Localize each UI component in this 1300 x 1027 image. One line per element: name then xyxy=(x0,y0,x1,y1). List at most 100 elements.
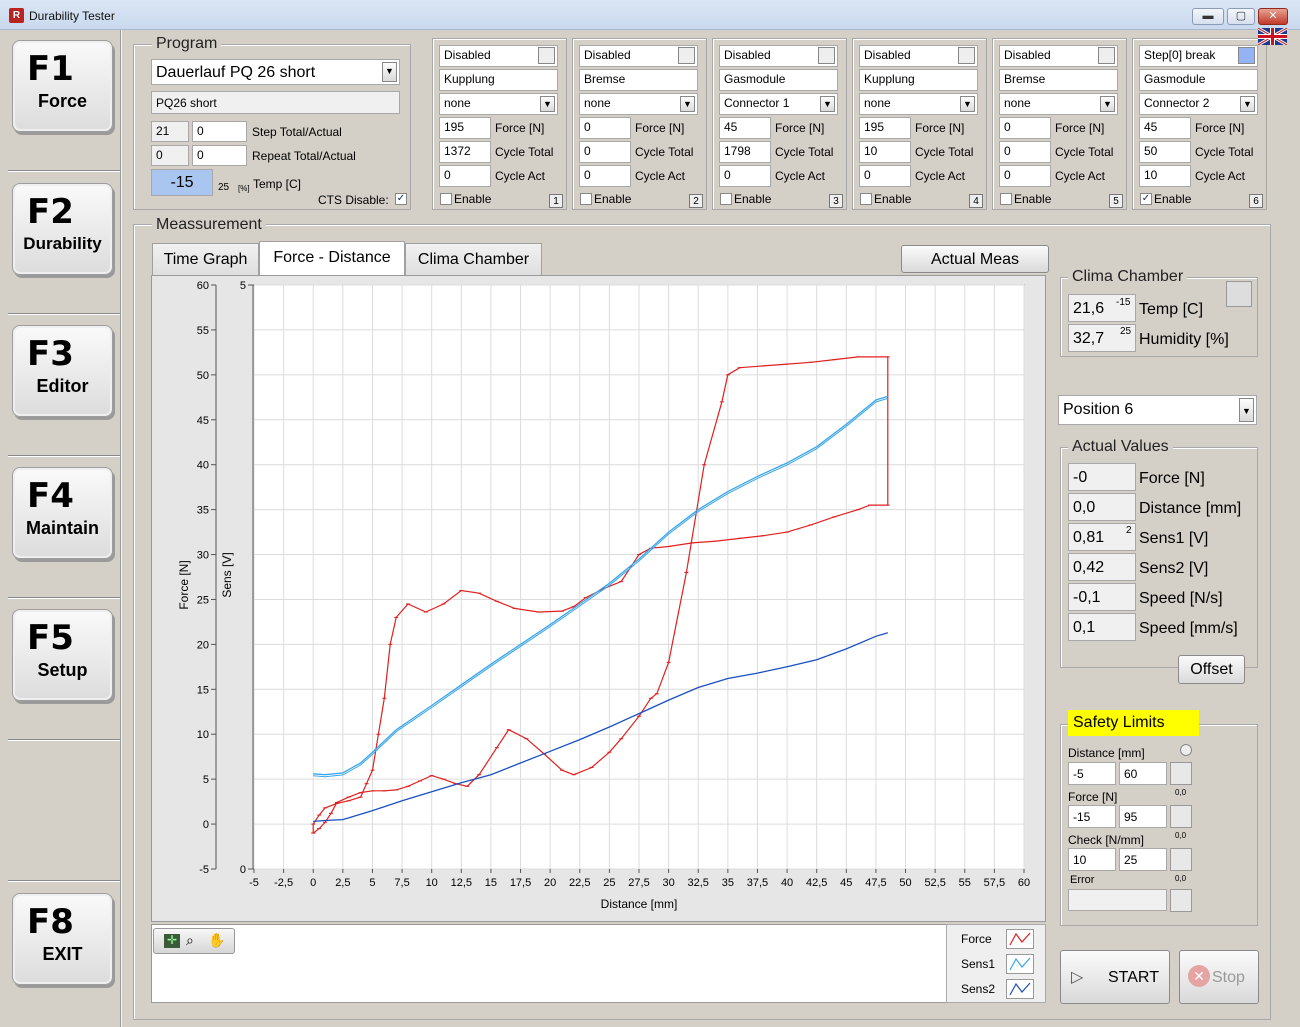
tab-force-distance[interactable]: Force - Distance xyxy=(259,241,405,276)
force-distance-chart[interactable]: -5 -2,5 0 2,5 5 7,5 10 12,5 15 17,5 20 22,5 25 27,5 30… xyxy=(151,275,1046,922)
station-cycle-act-field[interactable]: 0 xyxy=(719,165,771,187)
tab-clima-chamber[interactable]: Clima Chamber xyxy=(405,243,542,276)
actual-meas-button[interactable]: Actual Meas xyxy=(901,245,1049,273)
program-temp-field[interactable]: -15 xyxy=(151,169,213,196)
station-connector-select[interactable]: none ▼ xyxy=(579,93,698,115)
station-force-field[interactable]: 45 xyxy=(719,117,771,139)
safety-distance-min[interactable]: -5 xyxy=(1068,762,1116,785)
station-connector-select[interactable]: none ▼ xyxy=(859,93,978,115)
x-tick-label: 10 xyxy=(426,877,438,889)
station-device-field[interactable]: Kupplung xyxy=(439,69,558,91)
safety-check-max[interactable]: 25 xyxy=(1119,848,1167,871)
station-device-field[interactable]: Gasmodule xyxy=(719,69,838,91)
legend-swatch[interactable] xyxy=(1006,954,1034,974)
station-connector-select[interactable]: Connector 1 ▼ xyxy=(719,93,838,115)
station-cycle-act-field[interactable]: 0 xyxy=(439,165,491,187)
station-cycle-total-field[interactable]: 10 xyxy=(859,141,911,163)
station-connector-select[interactable]: none ▼ xyxy=(999,93,1118,115)
station-connector-select[interactable]: none ▼ xyxy=(439,93,558,115)
station-enable-checkbox[interactable]: ✓ xyxy=(1140,193,1152,205)
station-force-field[interactable]: 0 xyxy=(579,117,631,139)
station-device-field[interactable]: Bremse xyxy=(579,69,698,91)
station-cycle-act-field[interactable]: 10 xyxy=(1139,165,1191,187)
crosshair-icon[interactable]: ✛ xyxy=(164,934,180,948)
start-label: START xyxy=(1108,969,1159,986)
fkey-separator xyxy=(8,313,120,315)
chevron-down-icon[interactable]: ▼ xyxy=(1240,96,1255,112)
step-total-field[interactable]: 21 xyxy=(151,121,189,142)
station-cycle-total-field[interactable]: 1372 xyxy=(439,141,491,163)
position-select[interactable]: Position 6 ▼ xyxy=(1058,395,1257,425)
maximize-button[interactable]: ▢ xyxy=(1227,8,1255,25)
chevron-down-icon[interactable]: ▼ xyxy=(1239,398,1254,422)
station-enable-label: Enable xyxy=(1014,192,1052,206)
close-button[interactable]: ✕ xyxy=(1258,8,1288,25)
station-cycle-total-field[interactable]: 0 xyxy=(999,141,1051,163)
station-status: Disabled xyxy=(724,48,771,62)
f5-caption: Setup xyxy=(37,660,88,680)
station-status-field: Disabled xyxy=(999,45,1118,67)
station-cycle-act-field[interactable]: 0 xyxy=(859,165,911,187)
legend-swatch[interactable] xyxy=(1006,929,1034,949)
zoom-icon[interactable]: ⌕ xyxy=(186,932,194,948)
station-status-indicator xyxy=(538,47,555,64)
station-force-field[interactable]: 195 xyxy=(859,117,911,139)
station-enable-checkbox[interactable] xyxy=(440,193,452,205)
chevron-down-icon[interactable]: ▼ xyxy=(680,96,695,112)
cts-disable-checkbox[interactable]: ✓ xyxy=(395,193,407,205)
legend-swatch[interactable] xyxy=(1006,979,1034,999)
uk-flag-icon[interactable] xyxy=(1258,28,1287,45)
station-cycle-total-field[interactable]: 0 xyxy=(579,141,631,163)
chevron-down-icon[interactable]: ▼ xyxy=(1100,96,1115,112)
stop-button[interactable]: ✕ Stop xyxy=(1179,950,1259,1004)
minimize-button[interactable]: ▬ xyxy=(1192,8,1224,25)
safety-distance-max[interactable]: 60 xyxy=(1119,762,1167,785)
station-connector-select[interactable]: Connector 2 ▼ xyxy=(1139,93,1258,115)
safety-radio[interactable] xyxy=(1180,744,1192,756)
chevron-down-icon[interactable]: ▼ xyxy=(382,62,397,82)
station-enable-checkbox[interactable] xyxy=(1000,193,1012,205)
start-button[interactable]: ▷ START xyxy=(1060,950,1170,1004)
station-force-field[interactable]: 45 xyxy=(1139,117,1191,139)
station-cycle-total-label: Cycle Total xyxy=(635,145,694,159)
station-force-field[interactable]: 195 xyxy=(439,117,491,139)
station-cycle-total-field[interactable]: 1798 xyxy=(719,141,771,163)
station-cycle-act-field[interactable]: 0 xyxy=(999,165,1051,187)
station-enable-checkbox[interactable] xyxy=(720,193,732,205)
f2-durability-button[interactable]: F2 Durability xyxy=(12,183,113,275)
x-tick-label: 20 xyxy=(544,877,556,889)
f8-exit-button[interactable]: F8 EXIT xyxy=(12,893,113,985)
offset-button[interactable]: Offset xyxy=(1178,655,1245,684)
station-cycle-total-field[interactable]: 50 xyxy=(1139,141,1191,163)
chevron-down-icon[interactable]: ▼ xyxy=(540,96,555,112)
station-device-field[interactable]: Kupplung xyxy=(859,69,978,91)
station-number-badge: 3 xyxy=(829,194,843,208)
station-force-field[interactable]: 0 xyxy=(999,117,1051,139)
repeat-actual-stepper[interactable]: 0 xyxy=(192,145,247,166)
station-cycle-act-field[interactable]: 0 xyxy=(579,165,631,187)
station-device-field[interactable]: Gasmodule xyxy=(1139,69,1258,91)
repeat-total-field[interactable]: 0 xyxy=(151,145,189,166)
y2-tick-label: 0 xyxy=(240,864,246,876)
safety-force-max[interactable]: 95 xyxy=(1119,805,1167,828)
station-device-field[interactable]: Bremse xyxy=(999,69,1118,91)
safety-distance-val: 0,0 xyxy=(1175,788,1187,797)
x-tick-label: 5 xyxy=(369,877,375,889)
f3-editor-button[interactable]: F3 Editor xyxy=(12,325,113,417)
step-actual-stepper[interactable]: 0 xyxy=(192,121,247,142)
chevron-down-icon[interactable]: ▼ xyxy=(960,96,975,112)
station-number-badge: 6 xyxy=(1249,194,1263,208)
station-enable-checkbox[interactable] xyxy=(580,193,592,205)
f4-maintain-button[interactable]: F4 Maintain xyxy=(12,467,113,559)
station-enable-label: Enable xyxy=(1154,192,1192,206)
station-enable-checkbox[interactable] xyxy=(860,193,872,205)
pan-hand-icon[interactable]: ✋ xyxy=(208,932,226,948)
f5-setup-button[interactable]: F5 Setup xyxy=(12,609,113,701)
chevron-down-icon[interactable]: ▼ xyxy=(820,96,835,112)
station-enable-label: Enable xyxy=(594,192,632,206)
program-select[interactable]: Dauerlauf PQ 26 short ▼ xyxy=(151,59,400,85)
safety-force-min[interactable]: -15 xyxy=(1068,805,1116,828)
safety-check-min[interactable]: 10 xyxy=(1068,848,1116,871)
tab-time-graph[interactable]: Time Graph xyxy=(152,243,259,276)
f1-force-button[interactable]: F1 Force xyxy=(12,40,113,132)
